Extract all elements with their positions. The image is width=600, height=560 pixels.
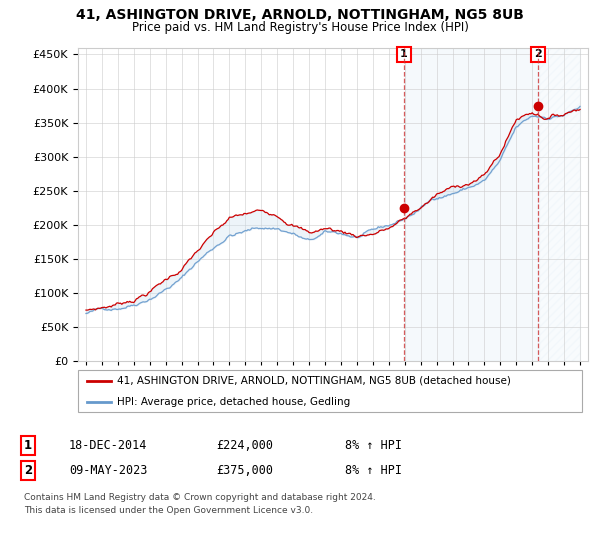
Text: 8% ↑ HPI: 8% ↑ HPI (345, 464, 402, 477)
Text: 41, ASHINGTON DRIVE, ARNOLD, NOTTINGHAM, NG5 8UB (detached house): 41, ASHINGTON DRIVE, ARNOLD, NOTTINGHAM,… (117, 376, 511, 386)
Text: HPI: Average price, detached house, Gedling: HPI: Average price, detached house, Gedl… (117, 396, 350, 407)
Text: 2: 2 (24, 464, 32, 477)
Text: £375,000: £375,000 (216, 464, 273, 477)
Text: Contains HM Land Registry data © Crown copyright and database right 2024.: Contains HM Land Registry data © Crown c… (24, 493, 376, 502)
Text: Price paid vs. HM Land Registry's House Price Index (HPI): Price paid vs. HM Land Registry's House … (131, 21, 469, 34)
Text: This data is licensed under the Open Government Licence v3.0.: This data is licensed under the Open Gov… (24, 506, 313, 515)
Text: 09-MAY-2023: 09-MAY-2023 (69, 464, 148, 477)
Text: 1: 1 (24, 438, 32, 452)
Text: 1: 1 (400, 49, 408, 59)
Text: 41, ASHINGTON DRIVE, ARNOLD, NOTTINGHAM, NG5 8UB: 41, ASHINGTON DRIVE, ARNOLD, NOTTINGHAM,… (76, 8, 524, 22)
Text: 2: 2 (534, 49, 542, 59)
Text: 18-DEC-2014: 18-DEC-2014 (69, 438, 148, 452)
Text: £224,000: £224,000 (216, 438, 273, 452)
Text: 8% ↑ HPI: 8% ↑ HPI (345, 438, 402, 452)
